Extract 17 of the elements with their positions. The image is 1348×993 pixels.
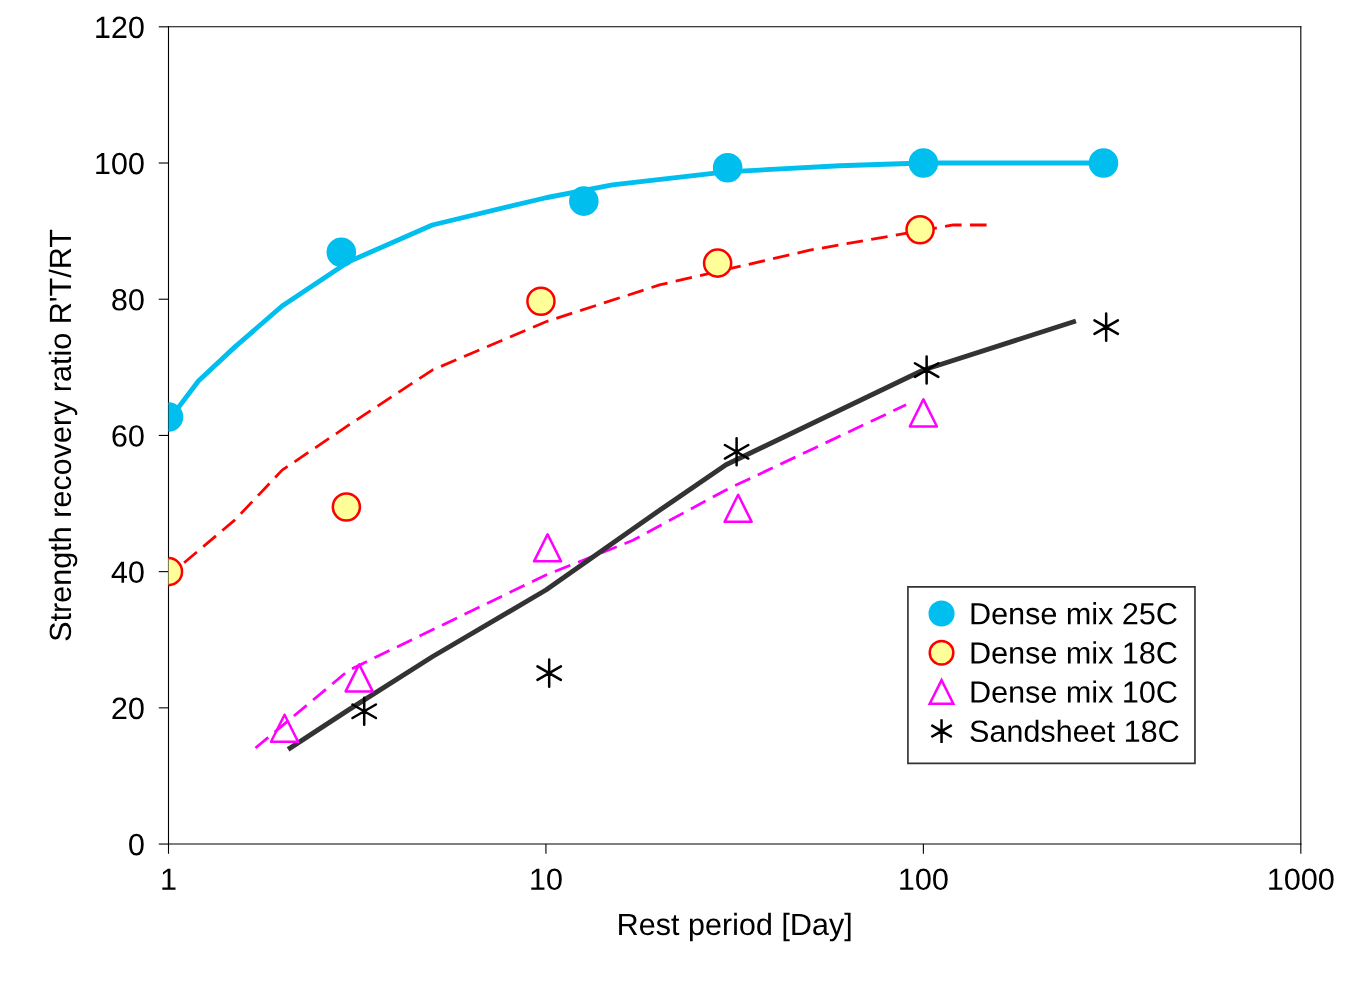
y-axis-title: Strength recovery ratio R'T/RT [48, 229, 78, 641]
y-tick-label: 60 [112, 425, 144, 447]
legend-label: Dense mix 10C [971, 680, 1177, 703]
legend-label: Sandsheet 18C [970, 719, 1179, 743]
x-tick-label: 1 [162, 868, 176, 890]
y-tick-label: 80 [112, 288, 144, 311]
y-tick-label: 100 [96, 152, 144, 175]
x-tick-label: 100 [900, 868, 948, 891]
legend-label: Dense mix 18C [971, 641, 1177, 664]
x-axis-title: Rest period [Day] [619, 912, 851, 942]
y-tick-label: 20 [112, 697, 144, 720]
y-tick-label: 40 [111, 561, 144, 584]
x-tick-label: 1000 [1269, 868, 1334, 891]
y-tick-label: 120 [96, 16, 144, 39]
legend-label: Dense mix 25C [971, 602, 1177, 625]
x-tick-label: 10 [531, 868, 562, 891]
y-tick-label: 0 [129, 833, 144, 856]
